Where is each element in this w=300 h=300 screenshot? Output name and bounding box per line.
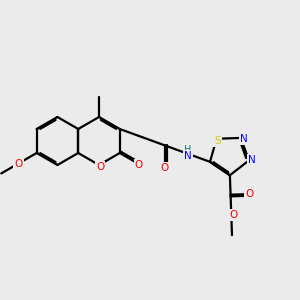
Text: N: N bbox=[248, 155, 256, 165]
Text: S: S bbox=[214, 136, 220, 146]
Text: O: O bbox=[160, 163, 168, 173]
Text: N: N bbox=[240, 134, 248, 144]
Text: O: O bbox=[229, 210, 237, 220]
Text: O: O bbox=[245, 189, 253, 199]
Text: O: O bbox=[14, 159, 22, 169]
Text: O: O bbox=[96, 162, 104, 172]
Text: N: N bbox=[184, 151, 192, 161]
Text: O: O bbox=[135, 160, 143, 170]
Text: H: H bbox=[184, 145, 192, 155]
